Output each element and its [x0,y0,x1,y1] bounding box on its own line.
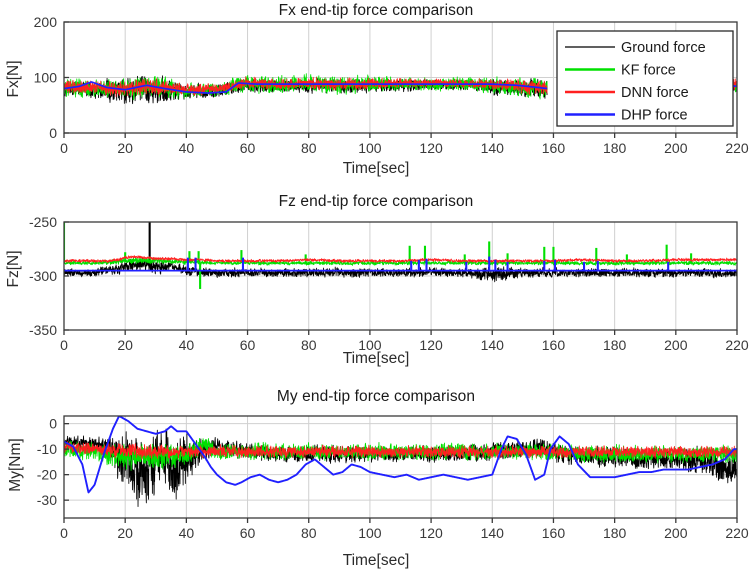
x-tick-label: 140 [481,140,505,156]
x-tick-label: 80 [301,140,317,156]
x-tick-label: 220 [725,525,749,541]
x-tick-label: 180 [603,525,627,541]
legend[interactable]: Ground force KF force DNN force DHP force [556,30,734,127]
y-tick-label: -20 [37,467,57,483]
y-tick-label: 100 [34,70,58,86]
legend-label-dhp-force: DHP force [621,108,688,124]
x-tick-label: 140 [481,525,505,541]
x-tick-label: 100 [358,525,382,541]
series-ground-force [64,256,737,283]
x-tick-label: 140 [481,337,505,353]
x-tick-label: 220 [725,140,749,156]
y-tick-label: -30 [37,492,57,508]
y-tick-label: 0 [49,416,57,432]
x-tick-label: 20 [117,525,133,541]
plot-area-fz: 0 20 40 60 80 100 120 140 160 180 200 220 -250 -300 -3… [29,214,749,353]
y-tick-label: 0 [49,125,57,141]
y-tick-label: -10 [37,441,57,457]
series-ground-force [64,428,737,507]
x-tick-label: 20 [117,140,133,156]
panel-fx: Fx end-tip force comparison Fx[N] Time[s… [0,0,752,190]
x-tick-label: 120 [419,140,443,156]
y-tick-label: -300 [29,268,57,284]
panel-fx-xlabel: Time[sec] [342,160,410,177]
panel-fz: Fz end-tip force comparison Fz[N] Time[s… [0,190,752,380]
y-tick-label: 200 [34,14,58,30]
x-tick-label: 40 [179,525,195,541]
panel-fz-title: Fz end-tip force comparison [278,193,474,210]
panel-my: My end-tip force comparison My[Nm] Time[… [0,380,752,581]
legend-label-kf-force: KF force [621,63,676,79]
series-dnn-force [64,441,737,460]
x-tick-label: 0 [60,525,68,541]
x-tick-label: 0 [60,140,68,156]
x-tick-label: 80 [301,525,317,541]
y-tick-label: -350 [29,322,57,338]
x-tick-label: 180 [603,337,627,353]
plot-area-fx: 0 20 40 60 80 100 120 140 160 180 200 220 0 100 200 Gro… [34,14,749,156]
x-tick-label: 120 [419,337,443,353]
x-tick-label: 120 [419,525,443,541]
x-tick-label: 20 [117,337,133,353]
x-tick-label: 200 [664,337,688,353]
x-tick-label: 60 [240,337,256,353]
x-tick-label: 100 [358,337,382,353]
panel-fz-xlabel: Time[sec] [342,350,410,367]
panel-my-title: My end-tip force comparison [276,388,476,405]
y-tick-label: -250 [29,214,57,230]
panel-my-xlabel: Time[sec] [342,552,410,569]
legend-label-ground-force: Ground force [621,40,706,56]
x-tick-label: 40 [179,140,195,156]
plot-area-my: 0 20 40 60 80 100 120 140 160 180 200 220 0 -10 -20 -30 [37,415,749,541]
x-tick-label: 160 [542,525,566,541]
x-tick-label: 80 [301,337,317,353]
panel-fx-title: Fx end-tip force comparison [278,2,474,19]
series-dnn-force [64,255,737,264]
x-tick-label: 200 [664,140,688,156]
x-tick-label: 160 [542,337,566,353]
x-tick-label: 160 [542,140,566,156]
x-tick-label: 200 [664,525,688,541]
x-tick-label: 40 [179,337,195,353]
x-tick-label: 60 [240,140,256,156]
x-tick-label: 180 [603,140,627,156]
legend-label-dnn-force: DNN force [621,85,689,101]
x-tick-label: 100 [358,140,382,156]
series-dhp-force [64,416,737,494]
x-tick-label: 60 [240,525,256,541]
x-tick-label: 0 [60,337,68,353]
x-tick-label: 220 [725,337,749,353]
